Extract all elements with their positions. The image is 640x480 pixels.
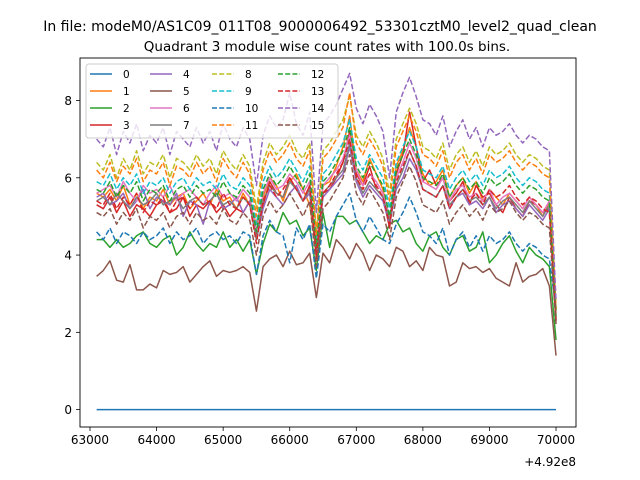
legend-label-6: 6	[183, 103, 190, 115]
legend-label-1: 1	[123, 86, 130, 98]
series-line-15	[96, 153, 557, 325]
legend-box	[85, 63, 339, 139]
axes-frame	[79, 57, 577, 428]
x-tick-label: 66000	[271, 433, 309, 447]
y-tick-label: 4	[64, 249, 72, 263]
legend-label-0: 0	[123, 69, 130, 81]
legend-label-10: 10	[245, 103, 258, 115]
legend-label-8: 8	[245, 69, 252, 81]
legend-label-14: 14	[311, 103, 325, 115]
legend-label-9: 9	[245, 86, 252, 98]
series-line-9	[96, 119, 557, 314]
series-line-5	[96, 238, 557, 356]
legend-label-7: 7	[183, 120, 190, 132]
x-tick-label: 63000	[71, 433, 109, 447]
x-tick-label: 70000	[537, 433, 575, 447]
legend-label-15: 15	[311, 120, 324, 132]
series-line-12	[96, 126, 557, 317]
legend-label-13: 13	[311, 86, 324, 98]
x-tick-label: 64000	[137, 433, 175, 447]
series-line-10	[96, 192, 557, 310]
legend-label-12: 12	[311, 69, 324, 81]
x-tick-label: 67000	[337, 433, 375, 447]
x-axis-offset-text: +4.92e8	[524, 455, 576, 469]
legend-label-3: 3	[123, 120, 130, 132]
legend-label-11: 11	[245, 120, 258, 132]
y-tick-label: 8	[64, 94, 72, 108]
series-line-13	[96, 138, 557, 321]
x-tick-label: 69000	[470, 433, 508, 447]
x-axis: 63000 64000 65000 66000 67000 68000 69000 70000	[71, 427, 575, 447]
y-tick-label: 0	[64, 403, 72, 417]
series-line-2	[96, 211, 557, 341]
x-tick-label: 65000	[204, 433, 242, 447]
x-tick-label: 68000	[404, 433, 442, 447]
series-line-6	[96, 134, 557, 317]
legend-label-2: 2	[123, 103, 130, 115]
figure-suptitle: In file: modeM0/AS1C09_011T08_9000006492…	[43, 19, 597, 35]
series-line-1	[96, 115, 557, 314]
y-tick-label: 2	[64, 326, 72, 340]
series-line-11	[96, 92, 557, 310]
y-tick-label: 6	[64, 171, 72, 185]
legend-label-5: 5	[183, 86, 190, 98]
series-line-3	[96, 111, 557, 310]
y-axis: 0 2 4 6 8	[64, 94, 80, 417]
series-line-8	[96, 95, 557, 310]
legend-label-4: 4	[183, 69, 190, 81]
chart-title: Quadrant 3 module wise count rates with …	[144, 39, 510, 55]
